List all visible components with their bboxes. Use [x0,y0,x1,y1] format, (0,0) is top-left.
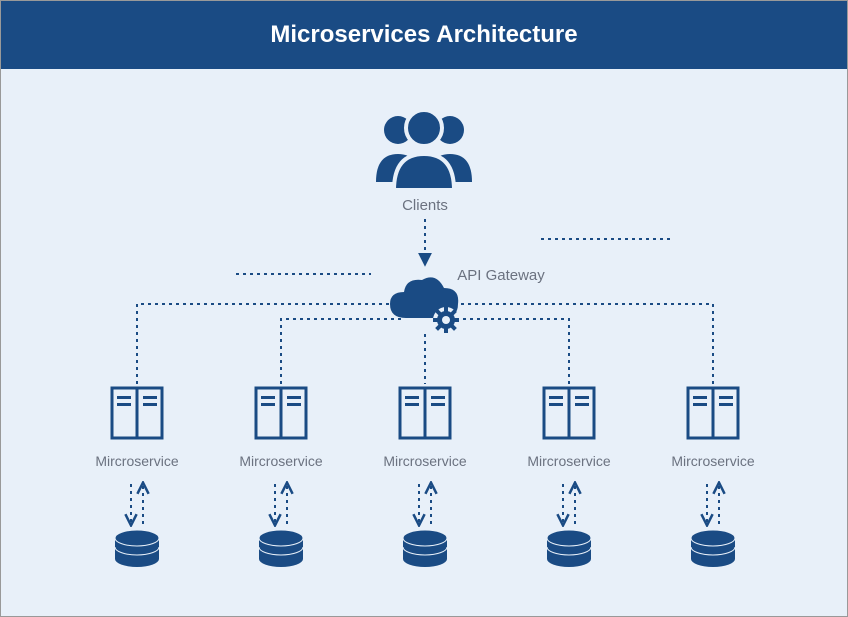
database-icon [256,529,306,576]
microservice-label: Mircroservice [221,453,341,469]
server-icon [540,384,598,447]
api-gateway-icon [384,274,464,339]
microservice-5: Mircroservice [653,384,773,469]
server-icon [396,384,454,447]
microservice-1: Mircroservice [77,384,197,469]
microservice-3: Mircroservice [365,384,485,469]
clients-label: Clients [402,197,448,214]
microservice-label: Mircroservice [509,453,629,469]
api-gateway-label: API Gateway [457,267,545,284]
microservice-label: Mircroservice [653,453,773,469]
microservice-2: Mircroservice [221,384,341,469]
server-icon [684,384,742,447]
diagram-canvas: Clients [1,69,847,616]
page-title: Microservices Architecture [1,1,847,69]
database-icon [544,529,594,576]
microservice-label: Mircroservice [365,453,485,469]
database-icon [688,529,738,576]
microservice-4: Mircroservice [509,384,629,469]
clients-icon [364,104,484,199]
database-icon [112,529,162,576]
server-icon [108,384,166,447]
server-icon [252,384,310,447]
database-icon [400,529,450,576]
microservice-label: Mircroservice [77,453,197,469]
